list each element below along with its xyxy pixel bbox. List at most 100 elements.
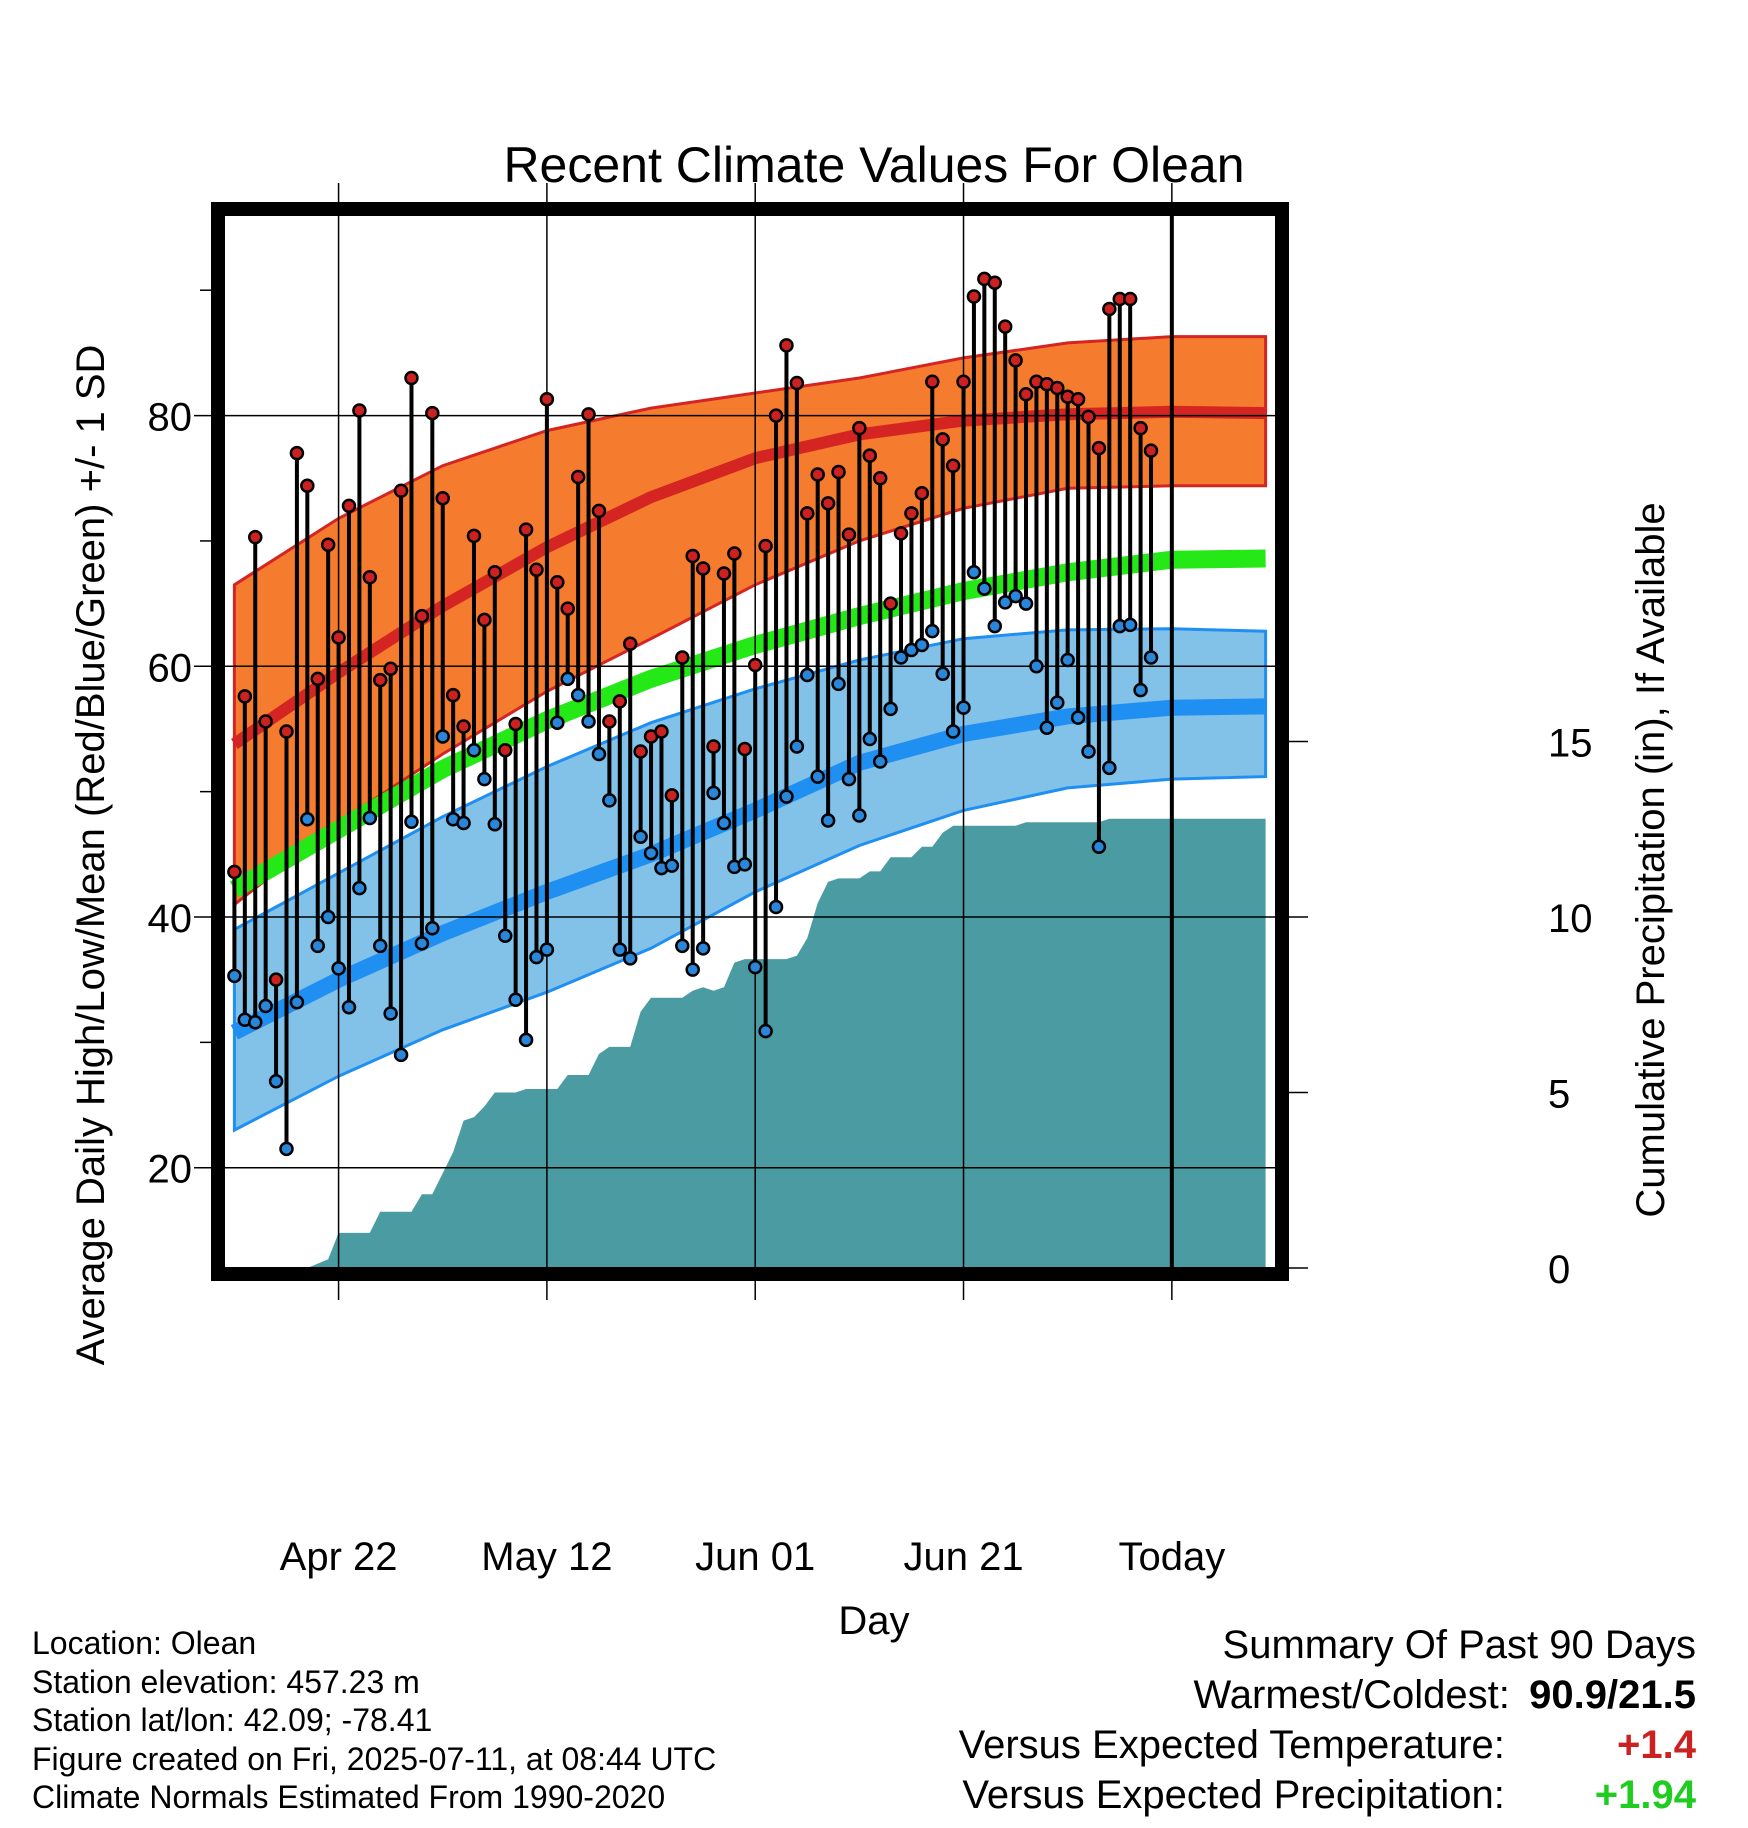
daily-high-point <box>737 741 753 757</box>
daily-low-point <box>508 992 523 1007</box>
daily-low-point <box>977 581 992 596</box>
daily-low-point <box>612 942 628 957</box>
daily-high-point <box>289 445 305 461</box>
daily-high-point <box>1018 387 1034 402</box>
daily-low-point <box>966 565 982 580</box>
daily-low-point <box>1008 588 1023 604</box>
warm-cold-label: Warmest/Coldest: <box>1193 1673 1510 1717</box>
daily-low-point <box>706 785 721 801</box>
daily-high-point <box>539 392 555 407</box>
y-tick-label: 20 <box>148 1148 193 1192</box>
daily-low-point <box>643 845 659 861</box>
daily-low-point <box>622 951 638 966</box>
daily-low-point <box>1039 720 1055 735</box>
daily-high-point <box>862 448 878 463</box>
daily-high-point <box>758 538 773 554</box>
daily-high-point <box>945 458 961 473</box>
daily-high-point <box>841 527 857 542</box>
daily-high-point <box>706 739 721 754</box>
daily-low-point <box>310 938 325 954</box>
daily-low-point <box>487 816 503 832</box>
daily-high-point <box>268 972 284 987</box>
daily-high-point <box>581 407 596 422</box>
daily-high-point <box>1122 291 1138 307</box>
daily-high-point <box>550 575 565 590</box>
daily-low-point <box>268 1073 284 1089</box>
daily-high-point <box>570 469 586 485</box>
daily-low-point <box>456 815 471 831</box>
daily-high-point <box>466 528 482 544</box>
daily-high-point <box>237 689 253 704</box>
daily-high-point <box>445 687 461 703</box>
daily-low-point <box>1102 760 1117 776</box>
today-label-days: Days <box>1177 1422 1263 1463</box>
daily-high-point <box>935 432 950 447</box>
daily-high-point <box>560 601 575 616</box>
daily-low-point <box>435 729 450 744</box>
daily-high-point <box>227 864 242 880</box>
summary-panel: Summary Of Past 90 Days Warmest/Coldest:… <box>959 1620 1696 1820</box>
daily-high-point <box>872 471 888 486</box>
plot-frame <box>211 202 1289 1281</box>
daily-low-point <box>393 1047 409 1063</box>
warm-cold-value: 90.9/21.5 <box>1529 1673 1696 1717</box>
daily-low-point <box>1060 652 1075 668</box>
daily-low-point <box>602 793 617 808</box>
daily-high-point <box>654 724 669 739</box>
daily-low-point <box>633 829 648 845</box>
daily-high-point <box>789 375 805 391</box>
daily-low-point <box>591 746 607 762</box>
temp-anomaly-value: +1.4 <box>1617 1723 1696 1767</box>
daily-high-point <box>383 661 398 677</box>
daily-low-point <box>935 666 950 682</box>
daily-low-point <box>914 637 930 653</box>
daily-low-point <box>800 667 815 683</box>
daily-high-point <box>695 561 711 576</box>
normals-text: Climate Normals Estimated From 1990-2020 <box>32 1779 666 1815</box>
location-text: Location: Olean <box>32 1625 257 1661</box>
daily-high-point <box>685 548 700 564</box>
daily-low-point <box>1133 682 1148 698</box>
daily-low-point <box>893 650 909 665</box>
daily-low-point <box>789 739 805 754</box>
daily-low-point <box>1018 596 1034 611</box>
daily-high-point <box>612 694 628 709</box>
daily-low-point <box>466 743 482 758</box>
daily-high-point <box>633 744 648 759</box>
y2-axis-label: Cumulative Precipitation (in), If Availa… <box>1629 502 1673 1217</box>
daily-low-point <box>518 1032 534 1048</box>
daily-low-point <box>1029 659 1044 674</box>
daily-high-point <box>622 636 638 651</box>
daily-low-point <box>852 808 867 823</box>
y-axis-label: Average Daily High/Low/Mean (Red/Blue/Gr… <box>69 345 113 1366</box>
daily-low-point <box>300 811 315 827</box>
daily-high-point <box>820 496 836 511</box>
daily-high-point <box>497 743 513 758</box>
daily-low-point <box>258 998 273 1014</box>
daily-high-point <box>1102 301 1117 317</box>
daily-high-point <box>372 672 388 688</box>
x-tick-label: Today <box>1118 1535 1225 1579</box>
daily-high-point <box>852 420 867 436</box>
daily-low-point <box>247 1015 263 1030</box>
daily-high-point <box>675 650 690 665</box>
daily-high-point <box>831 464 846 480</box>
daily-low-point <box>737 857 753 872</box>
daily-low-point <box>997 595 1013 610</box>
y2-tick-label: 5 <box>1548 1073 1570 1117</box>
daily-low-point <box>404 814 419 829</box>
daily-low-point <box>925 623 940 639</box>
daily-low-point <box>716 815 732 831</box>
daily-low-point <box>497 928 513 944</box>
daily-low-point <box>352 880 367 896</box>
daily-low-point <box>1081 744 1096 759</box>
daily-high-point <box>529 562 544 578</box>
daily-low-point <box>289 994 305 1010</box>
elevation-text: Station elevation: 457.23 m <box>32 1663 420 1700</box>
daily-high-point <box>768 408 784 423</box>
daily-low-point <box>841 771 857 787</box>
daily-high-point <box>716 566 732 581</box>
precip-anomaly-label: Versus Expected Precipitation: <box>962 1773 1505 1817</box>
